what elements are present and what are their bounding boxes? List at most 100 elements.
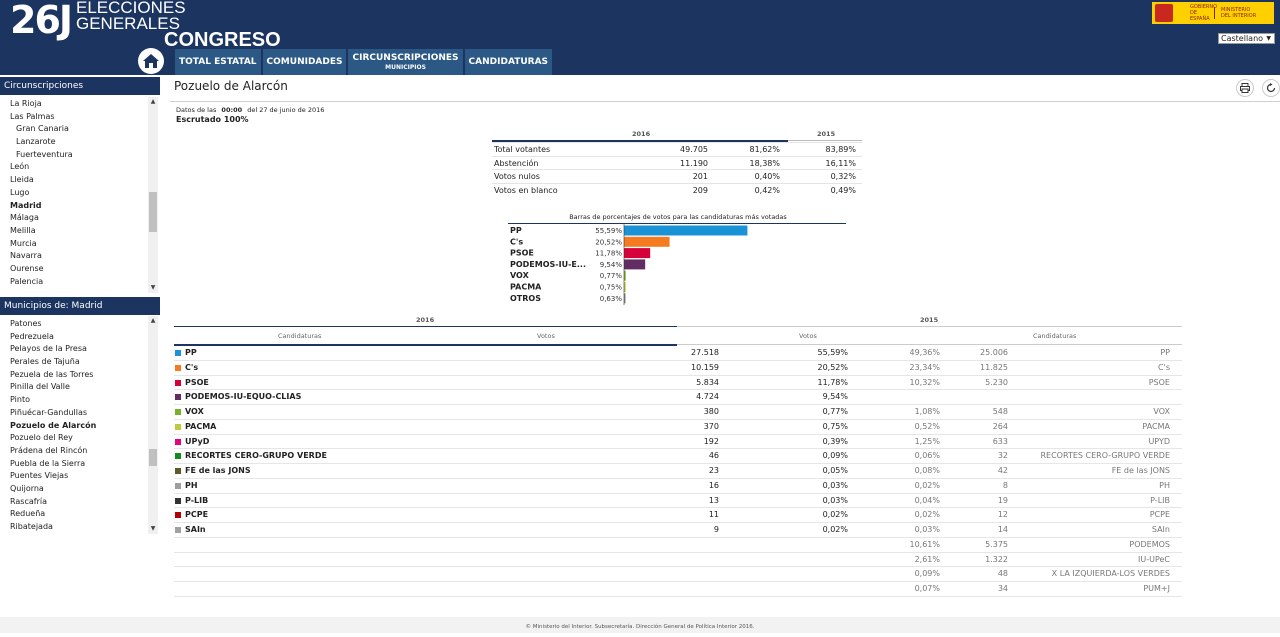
bar bbox=[624, 270, 626, 281]
sidebar-item[interactable]: Piñuécar-Gandullas bbox=[10, 407, 88, 417]
sidebar-item[interactable]: Prádena del Rincón bbox=[10, 445, 88, 455]
nav-tab-total-estatal[interactable]: TOTAL ESTATAL bbox=[175, 49, 261, 75]
party-color-swatch bbox=[175, 409, 181, 415]
refresh-button[interactable] bbox=[1262, 79, 1280, 97]
sidebar-item[interactable]: Pezuela de las Torres bbox=[10, 369, 94, 379]
scroll-thumb[interactable] bbox=[149, 192, 157, 232]
cell-n15: PODEMOS bbox=[1129, 539, 1170, 549]
cell-p15: 2,61% bbox=[914, 554, 940, 564]
nav-tab-sublabel[interactable]: MUNICIPIOS bbox=[385, 64, 426, 71]
cell-p15: 10,61% bbox=[909, 539, 940, 549]
bar-value-label: 0,77% bbox=[600, 272, 623, 280]
home-button[interactable] bbox=[138, 48, 164, 74]
summary-table: 2016 2015 Total votantes 49.705 81,62% 83,8… bbox=[492, 128, 862, 196]
sidebar-item[interactable]: Perales de Tajuña bbox=[10, 357, 80, 367]
date-prefix: Datos de las bbox=[176, 106, 217, 114]
cell-n15: RECORTES CERO-GRUPO VERDE bbox=[1040, 451, 1170, 461]
sidebar-item[interactable]: Ribatejada bbox=[10, 522, 53, 531]
date-time: 00:00 bbox=[221, 106, 243, 114]
scroll-down-icon[interactable]: ▼ bbox=[150, 284, 156, 291]
language-select[interactable]: Castellano ▼ bbox=[1218, 33, 1275, 44]
sidebar-item[interactable]: Rascafría bbox=[10, 496, 47, 506]
sidebar-item[interactable]: Palencia bbox=[10, 276, 44, 286]
summary-p16: 0,40% bbox=[754, 172, 780, 181]
sidebar-item[interactable]: Fuerteventura bbox=[16, 149, 73, 159]
summary-v16: 49.705 bbox=[680, 145, 708, 154]
sidebar-item[interactable]: Las Palmas bbox=[10, 111, 55, 121]
scroll-thumb[interactable] bbox=[149, 449, 157, 466]
summary-p15: 0,32% bbox=[830, 172, 856, 181]
sidebar-item[interactable]: Lleida bbox=[10, 175, 34, 185]
cell-v15: 32 bbox=[997, 451, 1008, 461]
municipios-list: Patones Pedrezuela Pelayos de la Presa Pera… bbox=[0, 318, 160, 534]
table-row: PACMA 370 0,75% 264 0,52% PACMA bbox=[174, 420, 1182, 435]
sidebar-item[interactable]: Pinilla del Valle bbox=[10, 382, 70, 392]
cell-p15: 10,32% bbox=[909, 377, 940, 387]
municipios-scrollbar[interactable]: ▲ ▼ bbox=[148, 316, 158, 534]
cell-n15: PUM+J bbox=[1143, 584, 1170, 593]
summary-v16: 209 bbox=[692, 185, 708, 195]
sidebar-item[interactable]: Navarra bbox=[10, 251, 42, 261]
sidebar-item[interactable]: La Rioja bbox=[10, 99, 42, 108]
sidebar-item[interactable]: Málaga bbox=[10, 213, 39, 223]
cell-v15: 34 bbox=[997, 584, 1008, 593]
cell-p15: 0,09% bbox=[914, 569, 940, 579]
print-icon bbox=[1240, 83, 1250, 93]
cell-n15: PCPE bbox=[1149, 510, 1170, 520]
sidebar-item[interactable]: Quijorna bbox=[10, 483, 44, 493]
nav-tab-comunidades[interactable]: COMUNIDADES bbox=[262, 49, 347, 75]
cell-n15: PP bbox=[1160, 348, 1170, 357]
party-color-swatch bbox=[175, 497, 181, 504]
cell-name: PODEMOS-IU-EQUO-CLIAS bbox=[185, 392, 302, 402]
summary-label: Votos nulos bbox=[494, 172, 540, 181]
table-row: PH 16 0,03% 8 0,02% PH bbox=[174, 479, 1182, 494]
print-button[interactable] bbox=[1236, 79, 1254, 97]
language-value: Castellano bbox=[1221, 34, 1264, 43]
circunscripciones-scrollbar[interactable]: ▲ ▼ bbox=[148, 97, 158, 293]
sidebar-item[interactable]: Pozuelo del Rey bbox=[10, 433, 73, 443]
table-row: FE de las JONS 23 0,05% 42 0,08% FE de las JO… bbox=[174, 464, 1182, 479]
nav-tab-circunscripciones[interactable]: CIRCUNSCRIPCIONES MUNICIPIOS bbox=[348, 49, 463, 75]
summary-p15: 83,89% bbox=[825, 145, 856, 154]
cell-p15: 0,07% bbox=[914, 584, 940, 593]
sidebar-item[interactable]: Murcia bbox=[10, 238, 37, 248]
date-info: Datos de las 00:00 del 27 de junio de 20… bbox=[176, 106, 324, 114]
cell-v15: 633 bbox=[992, 436, 1008, 446]
sidebar-item[interactable]: Gran Canaria bbox=[16, 124, 69, 134]
cell-n15: PSOE bbox=[1148, 377, 1170, 387]
sidebar-item[interactable]: Ourense bbox=[10, 263, 44, 273]
sidebar-item[interactable]: Redueña bbox=[10, 509, 46, 519]
sidebar-item[interactable]: Patones bbox=[10, 319, 42, 328]
sidebar-item[interactable]: León bbox=[10, 162, 30, 172]
bar-label: PACMA bbox=[510, 283, 542, 292]
cell-p16: 0,09% bbox=[822, 451, 848, 461]
chart-title: Barras de porcentajes de votos para las … bbox=[569, 213, 787, 221]
sidebar-item[interactable]: Lugo bbox=[10, 187, 30, 197]
sidebar-item[interactable]: Melilla bbox=[10, 225, 36, 235]
scroll-down-icon[interactable]: ▼ bbox=[150, 525, 156, 532]
summary-p15: 16,11% bbox=[825, 158, 856, 168]
nav-tab-candidaturas[interactable]: CANDIDATURAS bbox=[464, 49, 553, 75]
sidebar-item[interactable]: Pelayos de la Presa bbox=[10, 344, 87, 354]
party-color-swatch bbox=[175, 350, 181, 356]
table-row: PODEMOS-IU-EQUO-CLIAS 4.724 9,54% bbox=[174, 390, 1182, 405]
cell-n15: IU-UPeC bbox=[1137, 554, 1170, 564]
scroll-up-icon[interactable]: ▲ bbox=[150, 317, 156, 324]
sidebar-item[interactable]: Pedrezuela bbox=[10, 331, 54, 341]
cell-name: PSOE bbox=[185, 377, 209, 387]
party-color-swatch bbox=[175, 438, 181, 445]
cell-v16: 13 bbox=[708, 495, 719, 505]
sidebar-item[interactable]: Puentes Viejas bbox=[10, 471, 69, 481]
sidebar-item[interactable]: Pozuelo de Alarcón bbox=[10, 420, 97, 430]
sidebar-item[interactable]: Lanzarote bbox=[16, 137, 56, 147]
cell-v16: 23 bbox=[708, 466, 719, 475]
sidebar-item[interactable]: Pinto bbox=[10, 395, 30, 405]
cell-name: SAIn bbox=[185, 525, 206, 534]
sidebar-item[interactable]: Madrid bbox=[10, 200, 42, 210]
summary-p16: 18,38% bbox=[749, 158, 780, 168]
cell-v16: 27.518 bbox=[691, 348, 719, 357]
scroll-up-icon[interactable]: ▲ bbox=[150, 98, 156, 105]
sidebar-item[interactable]: Puebla de la Sierra bbox=[10, 458, 86, 468]
table-row: 1.322 2,61% IU-UPeC bbox=[174, 553, 1182, 568]
summary-p15: 0,49% bbox=[830, 185, 856, 195]
